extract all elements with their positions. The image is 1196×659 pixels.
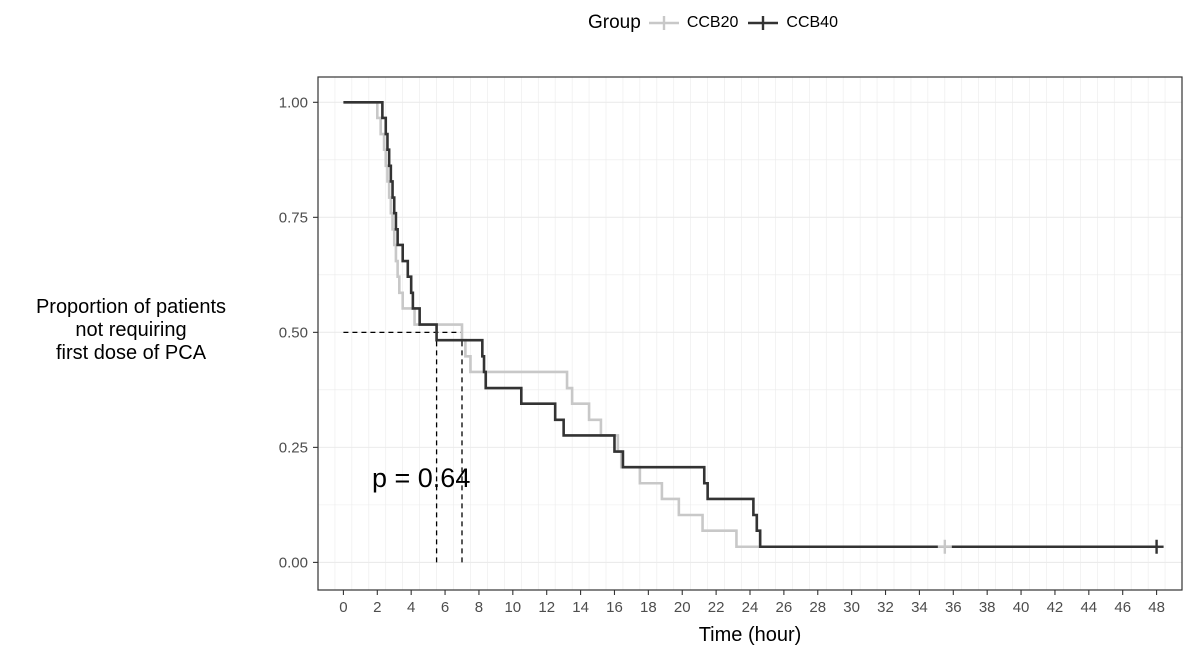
x-tick-label: 40 bbox=[1013, 599, 1030, 616]
y-axis: 0.00 0.25 0.50 0.75 1.00 bbox=[279, 94, 318, 571]
y-tick-label: 0.00 bbox=[279, 554, 308, 571]
x-tick-label: 22 bbox=[708, 599, 725, 616]
y-axis-label: Proportion of patients not requiring fir… bbox=[35, 296, 227, 364]
y-tick-label: 0.75 bbox=[279, 209, 308, 226]
x-tick-label: 4 bbox=[407, 599, 415, 616]
grid bbox=[317, 77, 1183, 590]
panel-border bbox=[317, 76, 1183, 591]
x-tick-label: 14 bbox=[572, 599, 589, 616]
series-line-ccb20 bbox=[343, 101, 945, 549]
legend-label-ccb40: CCB40 bbox=[786, 14, 838, 31]
x-tick-label: 38 bbox=[979, 599, 996, 616]
x-tick-label: 44 bbox=[1080, 599, 1097, 616]
p-value-annotation: p = 0.64 bbox=[372, 463, 470, 493]
legend-label-ccb20: CCB20 bbox=[686, 14, 739, 31]
x-tick-label: 10 bbox=[504, 599, 521, 616]
series-lines bbox=[343, 101, 1157, 549]
x-tick-label: 8 bbox=[475, 599, 483, 616]
x-tick-label: 28 bbox=[809, 599, 826, 616]
x-axis: 0 2 4 6 8 10 12 14 16 18 20 22 24 26 28 30 32 34 36 38 40 42 4… bbox=[339, 590, 1165, 616]
x-tick-label: 30 bbox=[843, 599, 860, 616]
legend-title: Group bbox=[588, 12, 641, 33]
y-tick-label: 0.50 bbox=[279, 324, 308, 341]
legend: Group CCB20 CCB40 bbox=[588, 10, 846, 36]
legend-key-ccb40 bbox=[748, 16, 779, 30]
x-tick-label: 20 bbox=[674, 599, 691, 616]
x-tick-label: 24 bbox=[742, 599, 759, 616]
x-tick-label: 6 bbox=[441, 599, 449, 616]
x-tick-label: 12 bbox=[538, 599, 555, 616]
censor-marks bbox=[937, 539, 1164, 554]
x-tick-label: 36 bbox=[945, 599, 962, 616]
y-tick-label: 1.00 bbox=[279, 94, 308, 111]
y-tick-label: 0.25 bbox=[279, 439, 308, 456]
legend-key-ccb20 bbox=[648, 16, 679, 30]
x-tick-label: 0 bbox=[339, 599, 347, 616]
x-tick-label: 48 bbox=[1148, 599, 1165, 616]
x-tick-label: 26 bbox=[776, 599, 793, 616]
x-tick-label: 34 bbox=[911, 599, 928, 616]
x-tick-label: 46 bbox=[1114, 599, 1131, 616]
x-tick-label: 32 bbox=[877, 599, 894, 616]
series-line-ccb40 bbox=[343, 101, 1157, 549]
x-tick-label: 42 bbox=[1047, 599, 1064, 616]
x-tick-label: 2 bbox=[373, 599, 381, 616]
x-tick-label: 16 bbox=[606, 599, 623, 616]
x-axis-label: Time (hour) bbox=[698, 624, 802, 646]
x-tick-label: 18 bbox=[640, 599, 657, 616]
median-lines bbox=[343, 331, 463, 563]
